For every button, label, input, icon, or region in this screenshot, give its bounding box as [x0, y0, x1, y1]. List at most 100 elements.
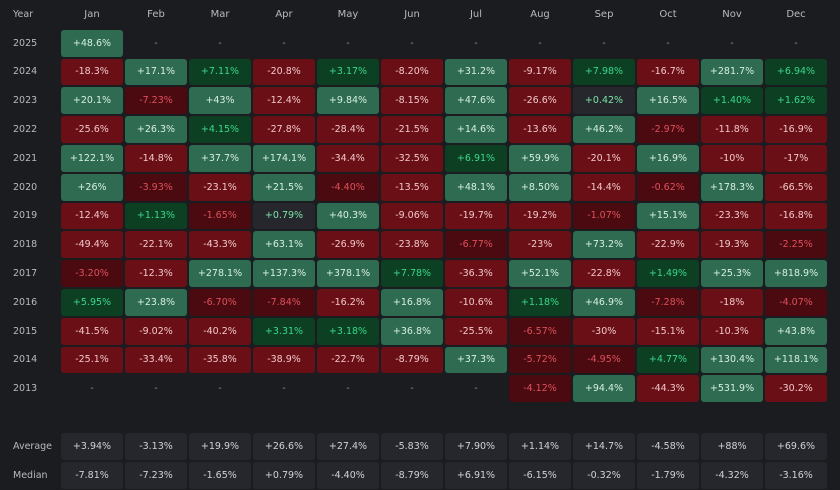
return-cell[interactable]: +818.9%	[765, 260, 827, 287]
return-cell[interactable]: -18.3%	[61, 58, 123, 86]
return-cell[interactable]: -4.40%	[317, 173, 379, 201]
return-cell[interactable]: -3.93%	[125, 173, 187, 201]
return-cell[interactable]: -0.62%	[637, 173, 699, 201]
return-cell[interactable]: +16.9%	[637, 144, 699, 172]
return-cell[interactable]: -	[90, 383, 94, 395]
return-cell[interactable]: +46.9%	[573, 288, 635, 316]
return-cell[interactable]: +378.1%	[317, 260, 379, 287]
return-cell[interactable]: +178.3%	[701, 173, 763, 201]
return-cell[interactable]: -	[218, 383, 222, 395]
return-cell[interactable]: -17%	[765, 144, 827, 172]
return-cell[interactable]: -	[154, 383, 158, 395]
return-cell[interactable]: -16.7%	[637, 58, 699, 86]
return-cell[interactable]: +21.5%	[253, 173, 315, 201]
return-cell[interactable]: -	[666, 37, 670, 49]
return-cell[interactable]: +1.49%	[637, 260, 699, 287]
return-cell[interactable]: +9.84%	[317, 87, 379, 115]
return-cell[interactable]: -8.15%	[381, 87, 443, 115]
return-cell[interactable]: -16.2%	[317, 288, 379, 316]
return-cell[interactable]: +47.6%	[445, 87, 507, 115]
return-cell[interactable]: +7.11%	[189, 58, 251, 86]
return-cell[interactable]: -20.8%	[253, 58, 315, 86]
return-cell[interactable]: -13.6%	[509, 116, 571, 143]
return-cell[interactable]: -22.9%	[637, 231, 699, 259]
return-cell[interactable]: +46.2%	[573, 116, 635, 143]
return-cell[interactable]: +31.2%	[445, 58, 507, 86]
return-cell[interactable]: +63.1%	[253, 231, 315, 259]
return-cell[interactable]: +3.31%	[253, 317, 315, 345]
return-cell[interactable]: -	[602, 37, 606, 49]
return-cell[interactable]: +15.1%	[637, 202, 699, 230]
return-cell[interactable]: -43.3%	[189, 231, 251, 259]
return-cell[interactable]: -15.1%	[637, 317, 699, 345]
return-cell[interactable]: +26.3%	[125, 116, 187, 143]
return-cell[interactable]: +36.8%	[381, 317, 443, 345]
return-cell[interactable]: -19.3%	[701, 231, 763, 259]
return-cell[interactable]: -	[474, 37, 478, 49]
return-cell[interactable]: +43%	[189, 87, 251, 115]
return-cell[interactable]: -	[794, 37, 798, 49]
return-cell[interactable]: +94.4%	[573, 375, 635, 403]
return-cell[interactable]: -16.9%	[765, 116, 827, 143]
return-cell[interactable]: -	[538, 37, 542, 49]
return-cell[interactable]: -1.65%	[189, 202, 251, 230]
return-cell[interactable]: -32.5%	[381, 144, 443, 172]
return-cell[interactable]: -12.4%	[61, 202, 123, 230]
return-cell[interactable]: -6.77%	[445, 231, 507, 259]
return-cell[interactable]: -22.1%	[125, 231, 187, 259]
return-cell[interactable]: -25.1%	[61, 346, 123, 374]
return-cell[interactable]: +278.1%	[189, 260, 251, 287]
return-cell[interactable]: +174.1%	[253, 144, 315, 172]
return-cell[interactable]: +130.4%	[701, 346, 763, 374]
return-cell[interactable]: -26.6%	[509, 87, 571, 115]
return-cell[interactable]: -7.84%	[253, 288, 315, 316]
return-cell[interactable]: +1.18%	[509, 288, 571, 316]
return-cell[interactable]: +0.42%	[573, 87, 635, 115]
return-cell[interactable]: +6.91%	[445, 144, 507, 172]
return-cell[interactable]: -23.3%	[701, 202, 763, 230]
return-cell[interactable]: -19.7%	[445, 202, 507, 230]
return-cell[interactable]: -21.5%	[381, 116, 443, 143]
return-cell[interactable]: +7.98%	[573, 58, 635, 86]
return-cell[interactable]: +73.2%	[573, 231, 635, 259]
return-cell[interactable]: -25.6%	[61, 116, 123, 143]
return-cell[interactable]: +5.95%	[61, 288, 123, 316]
return-cell[interactable]: +137.3%	[253, 260, 315, 287]
return-cell[interactable]: +59.9%	[509, 144, 571, 172]
return-cell[interactable]: -4.12%	[509, 375, 571, 403]
return-cell[interactable]: +0.79%	[253, 202, 315, 230]
return-cell[interactable]: -30%	[573, 317, 635, 345]
return-cell[interactable]: -10.3%	[701, 317, 763, 345]
return-cell[interactable]: +26%	[61, 173, 123, 201]
return-cell[interactable]: -10%	[701, 144, 763, 172]
return-cell[interactable]: -16.8%	[765, 202, 827, 230]
return-cell[interactable]: -10.6%	[445, 288, 507, 316]
return-cell[interactable]: +25.3%	[701, 260, 763, 287]
return-cell[interactable]: -3.20%	[61, 260, 123, 287]
return-cell[interactable]: +6.94%	[765, 58, 827, 86]
return-cell[interactable]: -5.72%	[509, 346, 571, 374]
return-cell[interactable]: +40.3%	[317, 202, 379, 230]
return-cell[interactable]: -40.2%	[189, 317, 251, 345]
return-cell[interactable]: +1.13%	[125, 202, 187, 230]
return-cell[interactable]: -38.9%	[253, 346, 315, 374]
return-cell[interactable]: +122.1%	[61, 144, 123, 172]
return-cell[interactable]: -	[282, 37, 286, 49]
return-cell[interactable]: +23.8%	[125, 288, 187, 316]
return-cell[interactable]: -9.02%	[125, 317, 187, 345]
return-cell[interactable]: -41.5%	[61, 317, 123, 345]
return-cell[interactable]: -8.20%	[381, 58, 443, 86]
return-cell[interactable]: -7.23%	[125, 87, 187, 115]
return-cell[interactable]: +1.62%	[765, 87, 827, 115]
return-cell[interactable]: -12.4%	[253, 87, 315, 115]
return-cell[interactable]: +14.6%	[445, 116, 507, 143]
return-cell[interactable]: +1.40%	[701, 87, 763, 115]
return-cell[interactable]: -4.07%	[765, 288, 827, 316]
return-cell[interactable]: -	[154, 37, 158, 49]
return-cell[interactable]: -19.2%	[509, 202, 571, 230]
return-cell[interactable]: -2.25%	[765, 231, 827, 259]
return-cell[interactable]: -27.8%	[253, 116, 315, 143]
return-cell[interactable]: -12.3%	[125, 260, 187, 287]
return-cell[interactable]: +7.78%	[381, 260, 443, 287]
return-cell[interactable]: -23.8%	[381, 231, 443, 259]
